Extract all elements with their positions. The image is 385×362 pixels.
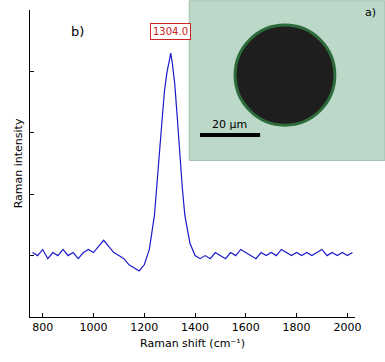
svg-text:1800: 1800 [283,321,311,334]
svg-text:1304.0: 1304.0 [153,26,188,37]
svg-text:Raman shift (cm⁻¹): Raman shift (cm⁻¹) [140,337,245,350]
svg-text:Raman intensity: Raman intensity [12,118,25,208]
svg-text:1400: 1400 [181,321,209,334]
svg-text:1600: 1600 [232,321,260,334]
svg-text:1200: 1200 [130,321,158,334]
svg-text:a): a) [365,6,376,19]
svg-text:b): b) [71,24,84,39]
svg-text:2000: 2000 [333,321,361,334]
svg-text:20 µm: 20 µm [212,118,247,131]
svg-text:800: 800 [32,321,53,334]
svg-text:1000: 1000 [79,321,107,334]
